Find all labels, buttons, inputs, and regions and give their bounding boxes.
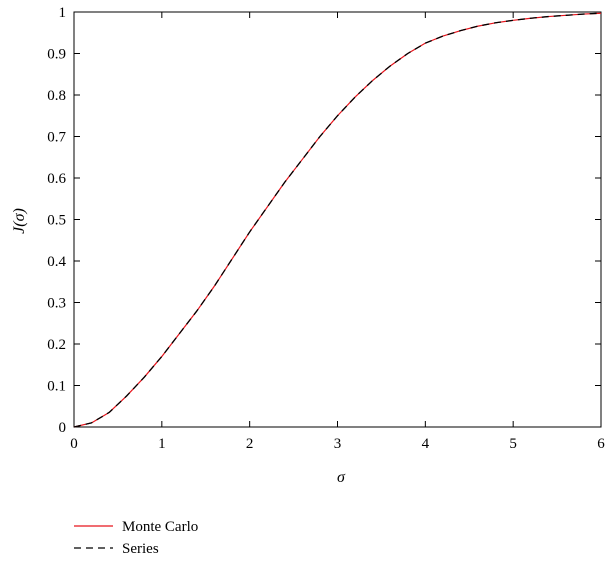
plot-frame bbox=[73, 11, 602, 428]
legend: Monte Carlo Series bbox=[74, 519, 198, 557]
x-tick-label: 6 bbox=[597, 436, 605, 452]
axis-ticks: 0 1 2 3 4 5 6 0 0.1 0.2 0.3 0.4 0.5 0.6 0.7 0.8 0.9 1 bbox=[47, 5, 605, 452]
y-axis-label: J(σ) bbox=[11, 208, 28, 234]
legend-label: Series bbox=[122, 541, 159, 557]
y-tick-label: 0.9 bbox=[47, 47, 66, 63]
y-tick-label: 0.4 bbox=[47, 254, 66, 270]
y-tick-label: 0.7 bbox=[47, 130, 66, 146]
series-line-monte-carlo bbox=[73, 12, 602, 428]
series-layer bbox=[73, 12, 602, 428]
x-tick-label: 3 bbox=[334, 436, 342, 452]
y-tick-label: 1 bbox=[59, 5, 67, 21]
y-tick-label: 0.8 bbox=[47, 88, 66, 104]
legend-label: Monte Carlo bbox=[122, 519, 198, 535]
x-axis-label: σ bbox=[337, 469, 346, 486]
y-tick-label: 0.2 bbox=[47, 337, 66, 353]
y-tick-label: 0.1 bbox=[47, 379, 66, 395]
series-line-series bbox=[73, 12, 602, 428]
x-tick-label: 1 bbox=[158, 436, 166, 452]
x-tick-label: 4 bbox=[422, 436, 430, 452]
y-tick-label: 0.6 bbox=[47, 171, 66, 187]
y-tick-label: 0.5 bbox=[47, 213, 66, 229]
x-tick-label: 2 bbox=[246, 436, 254, 452]
y-tick-label: 0 bbox=[59, 420, 67, 436]
y-tick-label: 0.3 bbox=[47, 296, 66, 312]
x-tick-label: 5 bbox=[509, 436, 517, 452]
x-tick-label: 0 bbox=[70, 436, 78, 452]
